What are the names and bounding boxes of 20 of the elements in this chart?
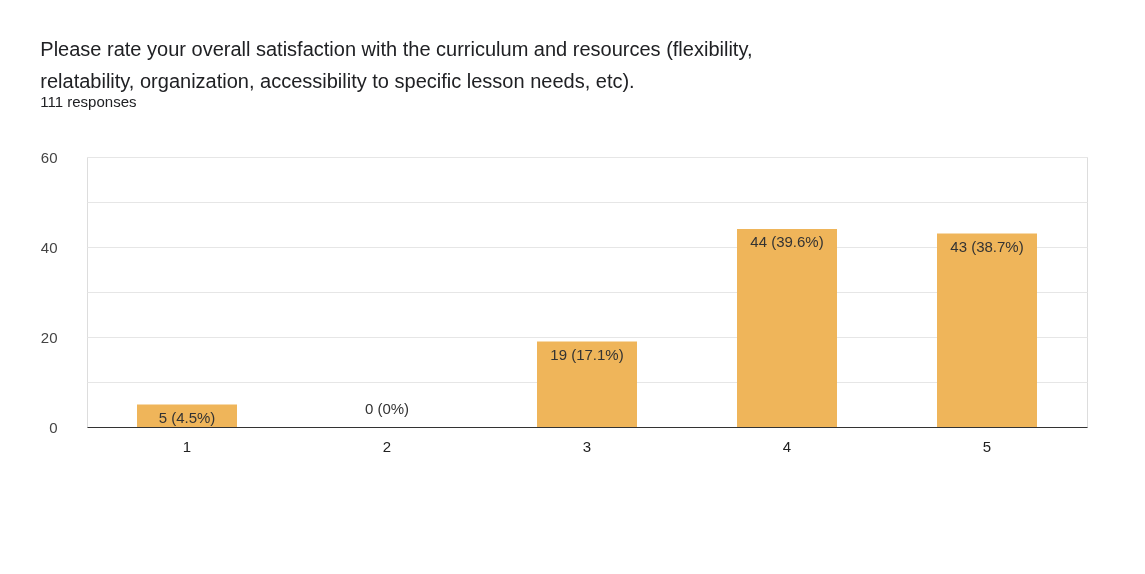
bar [537, 341, 637, 427]
y-tick-label: 40 [40, 238, 58, 256]
x-tick-label: 2 [382, 437, 392, 455]
y-tick-label: 20 [40, 328, 58, 346]
x-tick-label: 5 [982, 437, 992, 455]
y-tick-label: 0 [49, 418, 58, 436]
x-tick-label: 1 [182, 437, 192, 455]
bar [737, 229, 837, 427]
data-label: 0 (0%) [364, 400, 410, 417]
data-label: 19 (17.1%) [550, 345, 624, 363]
y-tick-label: 60 [40, 148, 58, 166]
data-label: 44 (39.6%) [750, 233, 824, 250]
x-tick-label: 3 [582, 437, 592, 455]
bar [937, 233, 1037, 427]
data-label: 5 (4.5%) [158, 408, 216, 426]
x-tick-label: 4 [782, 437, 792, 455]
chart-subtitle: 111 responses [40, 93, 137, 110]
text: Please rate your overall satisfaction with the curriculum and resources (flexibility, [40, 38, 753, 60]
data-label: 43 (38.7%) [950, 237, 1024, 255]
text: relatability, organization, accessibility to specific lesson needs, etc). [40, 70, 635, 92]
